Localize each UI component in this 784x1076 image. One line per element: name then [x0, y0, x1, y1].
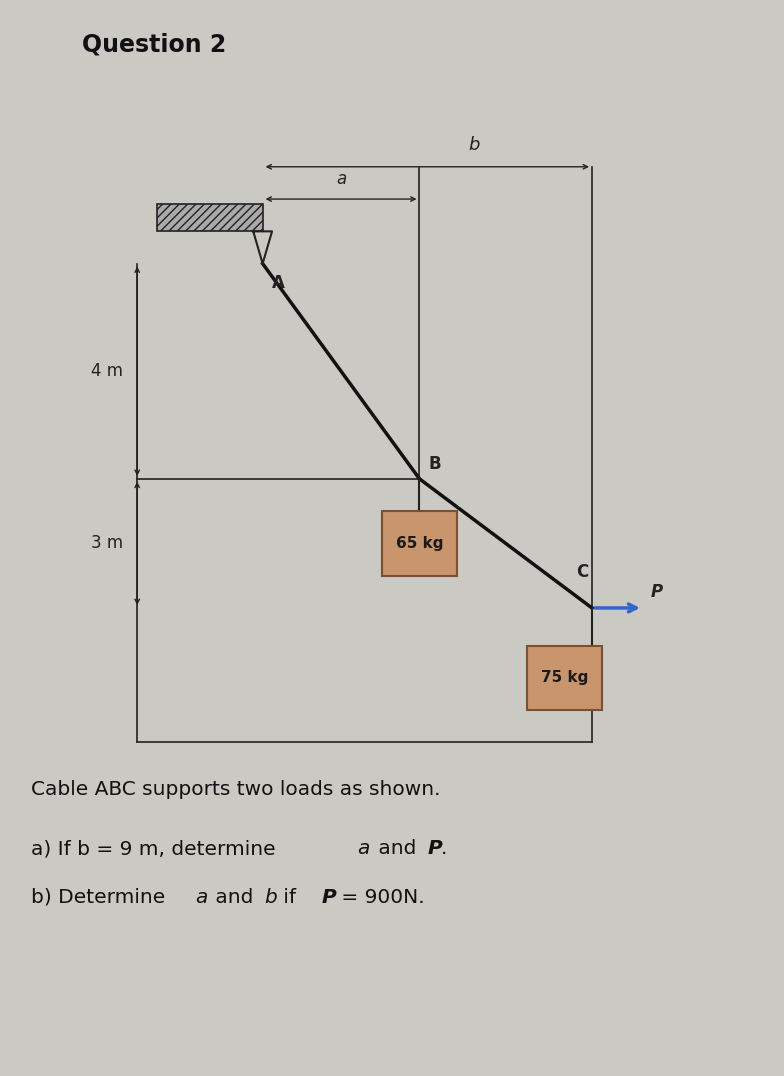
Text: P: P	[321, 888, 336, 907]
Text: a: a	[357, 839, 369, 859]
Text: .: .	[441, 839, 447, 859]
Text: P: P	[427, 839, 442, 859]
Text: and: and	[209, 888, 260, 907]
Text: a: a	[336, 170, 347, 188]
Text: Question 2: Question 2	[82, 32, 227, 56]
Text: b: b	[264, 888, 277, 907]
Text: a: a	[195, 888, 208, 907]
Text: = 900N.: = 900N.	[335, 888, 424, 907]
Text: B: B	[429, 455, 441, 473]
Text: A: A	[272, 274, 285, 293]
Text: 3 m: 3 m	[91, 535, 123, 552]
Text: P: P	[651, 583, 662, 600]
Bar	[383, 511, 456, 576]
Text: a) If b = 9 m, determine: a) If b = 9 m, determine	[31, 839, 282, 859]
Text: 65 kg: 65 kg	[396, 536, 443, 551]
Text: Cable ABC supports two loads as shown.: Cable ABC supports two loads as shown.	[31, 780, 441, 799]
Text: if: if	[277, 888, 308, 907]
Text: b: b	[469, 136, 480, 154]
Text: and: and	[372, 839, 423, 859]
Bar	[157, 204, 263, 231]
Text: 75 kg: 75 kg	[541, 670, 588, 685]
Text: C: C	[575, 563, 588, 581]
Text: 4 m: 4 m	[91, 363, 123, 380]
Bar	[527, 646, 602, 710]
Text: b) Determine: b) Determine	[31, 888, 172, 907]
